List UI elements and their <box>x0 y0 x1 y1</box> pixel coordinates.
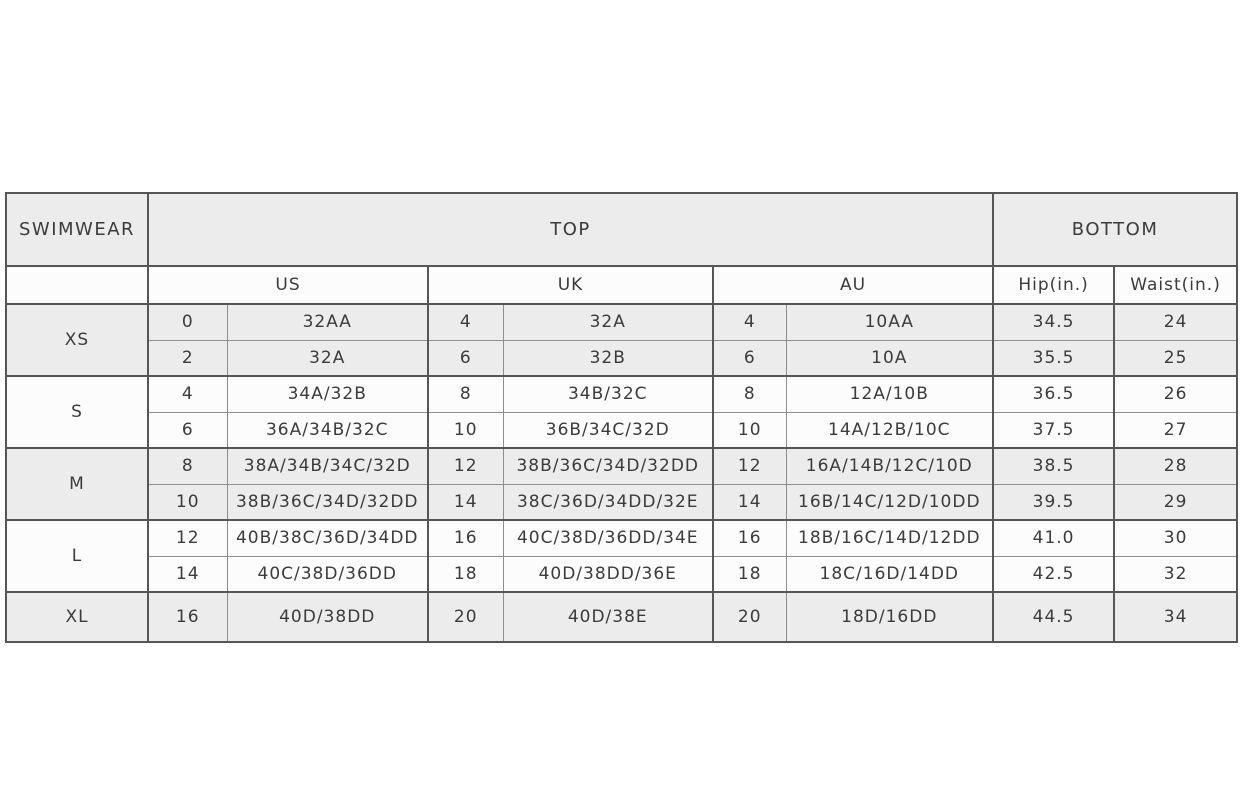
au-size-cell: 4 <box>712 303 787 341</box>
us-size-cell: 8 <box>147 447 228 485</box>
us-cup-cell: 38B/36C/34D/32DD <box>226 483 429 521</box>
size-label-cell: XL <box>5 591 149 643</box>
table-row-s-2: 6 36A/34B/32C 10 36B/34C/32D 10 14A/12B/… <box>6 411 1238 449</box>
us-cup-cell: 40C/38D/36DD <box>226 555 429 593</box>
uk-size-cell: 18 <box>427 555 504 593</box>
au-size-cell: 14 <box>712 483 787 521</box>
us-size-cell: 2 <box>147 339 228 377</box>
hip-cell: 41.0 <box>992 519 1115 557</box>
au-size-cell: 12 <box>712 447 787 485</box>
waist-cell: 25 <box>1113 339 1238 377</box>
au-size-cell: 10 <box>712 411 787 449</box>
swimwear-header-cell: SWIMWEAR <box>5 192 149 267</box>
hip-cell: 37.5 <box>992 411 1115 449</box>
uk-cup-cell: 34B/32C <box>502 375 714 413</box>
us-size-cell: 12 <box>147 519 228 557</box>
uk-size-cell: 8 <box>427 375 504 413</box>
au-cup-cell: 10A <box>785 339 994 377</box>
hip-cell: 38.5 <box>992 447 1115 485</box>
uk-size-cell: 6 <box>427 339 504 377</box>
size-chart-table: SWIMWEAR TOP BOTTOM US UK AU Hip(in.) Wa… <box>5 192 1239 643</box>
header-row-1: SWIMWEAR TOP BOTTOM <box>5 192 1238 267</box>
swimwear-size-chart: SWIMWEAR TOP BOTTOM US UK AU Hip(in.) Wa… <box>5 192 1239 643</box>
waist-cell: 28 <box>1113 447 1238 485</box>
size-label-cell: XS <box>5 303 149 377</box>
uk-size-cell: 16 <box>427 519 504 557</box>
us-size-cell: 0 <box>147 303 228 341</box>
au-size-cell: 18 <box>712 555 787 593</box>
table-row-xs-1: XS 0 32AA 4 32A 4 10AA 34.5 24 <box>5 303 1238 377</box>
table-row-xs-2: 2 32A 6 32B 6 10A 35.5 25 <box>6 339 1238 377</box>
us-cup-cell: 40D/38DD <box>226 591 429 643</box>
us-size-cell: 4 <box>147 375 228 413</box>
us-cup-cell: 32AA <box>226 303 429 341</box>
us-size-cell: 14 <box>147 555 228 593</box>
empty-header-cell <box>5 265 149 305</box>
size-label-cell: S <box>5 375 149 449</box>
us-size-cell: 6 <box>147 411 228 449</box>
uk-cup-cell: 38C/36D/34DD/32E <box>502 483 714 521</box>
uk-size-cell: 4 <box>427 303 504 341</box>
uk-cup-cell: 36B/34C/32D <box>502 411 714 449</box>
au-cup-cell: 12A/10B <box>785 375 994 413</box>
au-cup-cell: 14A/12B/10C <box>785 411 994 449</box>
uk-size-cell: 10 <box>427 411 504 449</box>
hip-cell: 36.5 <box>992 375 1115 413</box>
au-size-cell: 8 <box>712 375 787 413</box>
waist-cell: 29 <box>1113 483 1238 521</box>
us-cup-cell: 34A/32B <box>226 375 429 413</box>
uk-size-cell: 20 <box>427 591 504 643</box>
uk-cup-cell: 32B <box>502 339 714 377</box>
us-cup-cell: 38A/34B/34C/32D <box>226 447 429 485</box>
waist-header-cell: Waist(in.) <box>1113 265 1238 305</box>
table-row-s-1: S 4 34A/32B 8 34B/32C 8 12A/10B 36.5 26 <box>5 375 1238 449</box>
uk-cup-cell: 40D/38DD/36E <box>502 555 714 593</box>
hip-cell: 35.5 <box>992 339 1115 377</box>
us-header-cell: US <box>147 265 429 305</box>
waist-cell: 27 <box>1113 411 1238 449</box>
us-cup-cell: 36A/34B/32C <box>226 411 429 449</box>
uk-cup-cell: 32A <box>502 303 714 341</box>
bottom-header-cell: BOTTOM <box>992 192 1238 267</box>
au-size-cell: 16 <box>712 519 787 557</box>
au-cup-cell: 16A/14B/12C/10D <box>785 447 994 485</box>
hip-cell: 34.5 <box>992 303 1115 341</box>
hip-cell: 44.5 <box>992 591 1115 643</box>
header-row-2: US UK AU Hip(in.) Waist(in.) <box>5 265 1238 305</box>
waist-cell: 32 <box>1113 555 1238 593</box>
uk-header-cell: UK <box>427 265 714 305</box>
au-header-cell: AU <box>711 265 994 305</box>
waist-cell: 26 <box>1113 375 1238 413</box>
au-cup-cell: 18D/16DD <box>785 591 994 643</box>
au-cup-cell: 18B/16C/14D/12DD <box>785 519 994 557</box>
uk-cup-cell: 38B/36C/34D/32DD <box>502 447 714 485</box>
size-label-cell: L <box>5 519 149 593</box>
table-row-xl-1: XL 16 40D/38DD 20 40D/38E 20 18D/16DD 44… <box>5 591 1238 643</box>
uk-cup-cell: 40D/38E <box>502 591 714 643</box>
waist-cell: 34 <box>1113 591 1238 643</box>
us-size-cell: 16 <box>147 591 228 643</box>
au-cup-cell: 18C/16D/14DD <box>785 555 994 593</box>
au-size-cell: 20 <box>712 591 787 643</box>
us-size-cell: 10 <box>147 483 228 521</box>
hip-header-cell: Hip(in.) <box>992 265 1115 305</box>
size-label-cell: M <box>5 447 149 521</box>
top-header-cell: TOP <box>146 192 994 267</box>
hip-cell: 39.5 <box>992 483 1115 521</box>
hip-cell: 42.5 <box>992 555 1115 593</box>
waist-cell: 24 <box>1113 303 1238 341</box>
uk-size-cell: 14 <box>427 483 504 521</box>
waist-cell: 30 <box>1113 519 1238 557</box>
table-row-m-2: 10 38B/36C/34D/32DD 14 38C/36D/34DD/32E … <box>6 483 1238 521</box>
au-cup-cell: 16B/14C/12D/10DD <box>785 483 994 521</box>
uk-cup-cell: 40C/38D/36DD/34E <box>502 519 714 557</box>
au-size-cell: 6 <box>712 339 787 377</box>
uk-size-cell: 12 <box>427 447 504 485</box>
au-cup-cell: 10AA <box>785 303 994 341</box>
table-row-l-2: 14 40C/38D/36DD 18 40D/38DD/36E 18 18C/1… <box>6 555 1238 593</box>
us-cup-cell: 32A <box>226 339 429 377</box>
table-row-l-1: L 12 40B/38C/36D/34DD 16 40C/38D/36DD/34… <box>5 519 1238 593</box>
table-row-m-1: M 8 38A/34B/34C/32D 12 38B/36C/34D/32DD … <box>5 447 1238 521</box>
us-cup-cell: 40B/38C/36D/34DD <box>226 519 429 557</box>
